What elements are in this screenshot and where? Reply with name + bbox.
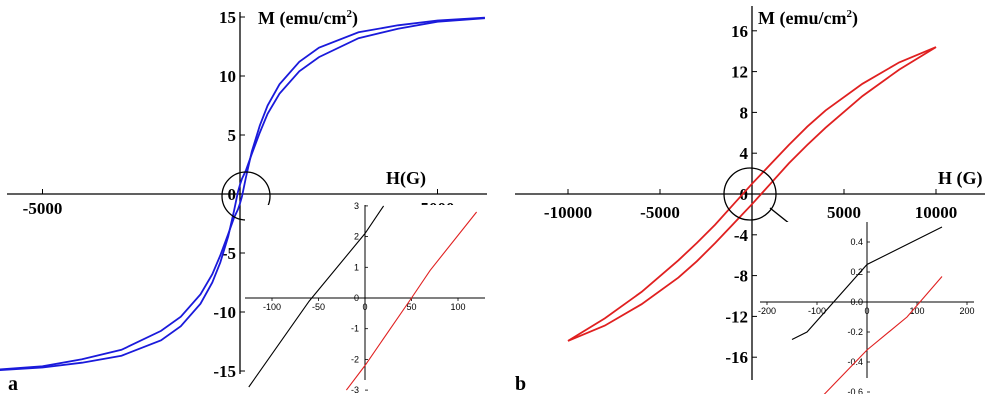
inset-y-tick-label: 3 xyxy=(354,201,359,211)
inset-line-2 xyxy=(823,276,943,394)
y-tick-label: -12 xyxy=(725,307,748,326)
inset-x-tick-label: 100 xyxy=(450,302,465,312)
panel-label: a xyxy=(8,373,18,394)
inset-line-2 xyxy=(345,211,478,391)
y-tick-label: 8 xyxy=(740,103,749,122)
y-tick-label: -16 xyxy=(725,348,748,367)
inset-y-tick-label: 0.2 xyxy=(850,267,863,277)
y-tick-label: 15 xyxy=(219,8,236,27)
inset-y-tick-label: 0.4 xyxy=(850,237,863,247)
inset-y-tick-label: 0.0 xyxy=(850,297,863,307)
y-tick-label: 16 xyxy=(731,22,748,41)
y-axis-label: M (emu/cm2) xyxy=(758,8,858,29)
inset-plot: -0.6-0.4-0.20.00.20.4-200 -100 0 100 200 xyxy=(758,222,975,394)
panel-label: b xyxy=(515,373,526,394)
hysteresis-branch-1 xyxy=(567,46,937,342)
inset-y-tick-label: -0.6 xyxy=(847,387,863,394)
inset-line-1 xyxy=(248,205,385,388)
x-tick-label: 5000 xyxy=(827,203,861,222)
inset-x-tick-label: -200 xyxy=(758,306,776,316)
inset-y-tick-label: -3 xyxy=(351,385,359,394)
y-tick-label: 10 xyxy=(219,67,236,86)
inset-plot: -3 -2 -1 0 1 2 3 -100 -50 0 50 100 xyxy=(245,201,485,394)
hysteresis-branch-2 xyxy=(567,46,937,342)
y-tick-label: 0 xyxy=(228,185,237,204)
x-axis-label: H(G) xyxy=(386,168,426,189)
inset-x-tick-label: 200 xyxy=(959,306,974,316)
y-tick-label: 0 xyxy=(740,185,749,204)
y-tick-label: -8 xyxy=(734,267,748,286)
inset-x-tick-label: -100 xyxy=(808,306,826,316)
x-tick-label: -10000 xyxy=(544,203,592,222)
inset-y-tick-label: -0.2 xyxy=(847,327,863,337)
inset-y-tick-label: -1 xyxy=(351,324,359,334)
hysteresis-branch-2 xyxy=(0,17,485,372)
hysteresis-branch-1 xyxy=(0,16,485,371)
y-tick-label: -4 xyxy=(734,226,749,245)
inset-x-tick-label: 0 xyxy=(864,306,869,316)
x-tick-label: -5000 xyxy=(23,199,63,218)
y-tick-label: 4 xyxy=(740,144,749,163)
inset-line-1 xyxy=(791,226,943,340)
inset-x-tick-label: 50 xyxy=(406,302,416,312)
inset-x-tick-label: 100 xyxy=(909,306,924,316)
y-axis-label: M (emu/cm2) xyxy=(258,8,358,29)
inset-y-tick-label: -2 xyxy=(351,354,359,364)
y-tick-label: 5 xyxy=(228,126,237,145)
inset-y-tick-label: 0 xyxy=(354,293,359,303)
y-tick-label: -10 xyxy=(213,303,236,322)
x-tick-label: -5000 xyxy=(640,203,680,222)
inset-x-tick-label: -50 xyxy=(312,302,325,312)
y-tick-label: -15 xyxy=(213,362,236,381)
chart-panel-b: -16 -12 -8 -4 0 4 8 12 16 -10000 -5000 5000 10000 H (… xyxy=(515,6,985,394)
inset-x-tick-label: 0 xyxy=(362,302,367,312)
inset-y-tick-label: 1 xyxy=(354,262,359,272)
inset-x-tick-label: -100 xyxy=(263,302,281,312)
x-tick-label: 10000 xyxy=(915,203,958,222)
inset-y-tick-label: 2 xyxy=(354,232,359,242)
x-axis-label: H (G) xyxy=(938,168,983,189)
zoom-circle xyxy=(723,167,777,221)
y-tick-label: 12 xyxy=(731,63,748,82)
